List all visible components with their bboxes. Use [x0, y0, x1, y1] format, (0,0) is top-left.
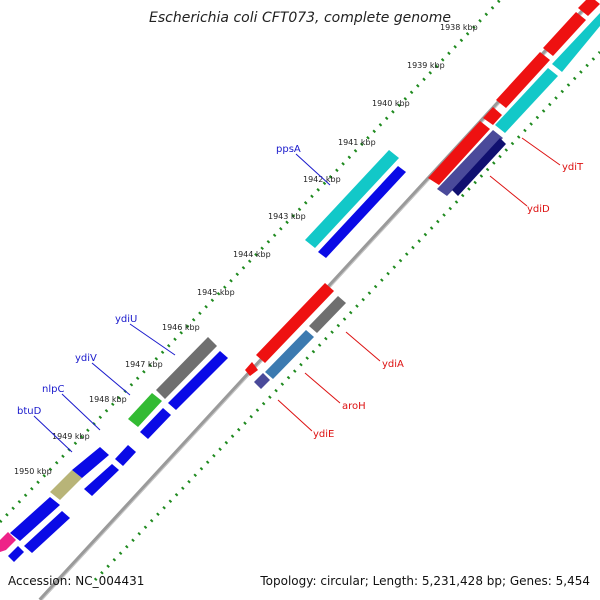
tick-label: 1942 kbp	[303, 175, 341, 184]
forward-strand-genes	[0, 0, 600, 562]
gene-block-gray	[309, 296, 346, 333]
tick-label: 1939 kbp	[407, 61, 445, 70]
tick-label: 1938 kbp	[440, 23, 478, 32]
gene-label-aroH: aroH	[342, 401, 366, 412]
gene-block-red	[245, 362, 258, 376]
leader-line	[521, 137, 561, 166]
gene-block-red	[578, 0, 600, 16]
leader-line	[129, 323, 176, 356]
gene-block-red	[428, 121, 490, 185]
leader-line	[61, 393, 101, 431]
gene-ydiA	[256, 283, 334, 363]
gene-ydiE	[254, 373, 270, 389]
gene-block-blue	[24, 511, 70, 553]
gene-block-red	[483, 107, 502, 125]
gene-block-blue	[84, 464, 119, 496]
tick-label: 1949 kbp	[52, 432, 90, 441]
leader-line	[345, 331, 381, 362]
leader-line	[33, 415, 73, 453]
gene-label-ydiD: ydiD	[527, 204, 550, 215]
map-title: Escherichia coli CFT073, complete genome	[149, 10, 451, 26]
gene-label-ydiV: ydiV	[75, 353, 97, 364]
gene-block-blue	[10, 497, 60, 541]
tick-label: 1947 kbp	[125, 360, 163, 369]
gene-aroH	[265, 330, 314, 379]
gene-block-red	[496, 52, 550, 108]
genome-summary: Topology: circular; Length: 5,231,428 bp…	[260, 574, 590, 588]
leader-line	[304, 372, 341, 404]
accession-label: Accession: NC_004431	[8, 574, 145, 588]
gene-block-slate	[437, 130, 503, 196]
gene-label-ydiE: ydiE	[313, 429, 334, 440]
tick-label: 1945 kbp	[197, 288, 235, 297]
gene-block-blue	[140, 408, 171, 439]
gene-block-cyan	[495, 68, 558, 133]
gene-block-blue	[8, 546, 24, 562]
gene-label-nlpC: nlpC	[42, 384, 64, 395]
gene-btuD	[72, 447, 109, 478]
tick-label: 1950 kbp	[14, 467, 52, 476]
gene-label-ydiA: ydiA	[382, 359, 404, 370]
tick-label: 1943 kbp	[268, 212, 306, 221]
gene-block-magenta	[0, 532, 16, 552]
tick-label: 1941 kbp	[338, 138, 376, 147]
tick-label: 1946 kbp	[162, 323, 200, 332]
leader-line	[295, 153, 331, 186]
gene-label-btuD: btuD	[17, 406, 42, 417]
gene-ppsA	[305, 150, 399, 248]
gene-block-blue	[115, 445, 136, 466]
gene-block-red	[543, 12, 586, 56]
gene-block-blue	[318, 166, 406, 258]
gene-label-ppsA: ppsA	[276, 144, 301, 155]
gene-label-ydiU: ydiU	[115, 314, 137, 325]
tick-label: 1940 kbp	[372, 99, 410, 108]
gene-block-blue	[168, 351, 228, 410]
reverse-strand-genes	[245, 283, 346, 389]
inner-dotted-track	[93, 50, 600, 582]
tick-label: 1948 kbp	[89, 395, 127, 404]
tick-labels: 1938 kbp 1939 kbp 1940 kbp 1941 kbp 1942 kbp…	[14, 23, 478, 476]
gene-ydiV	[128, 393, 162, 427]
outer-dotted-track	[0, 0, 502, 524]
leader-line	[91, 362, 131, 396]
gene-block-cyan	[552, 13, 600, 72]
gene-label-ydiT: ydiT	[562, 162, 584, 173]
tick-label: 1944 kbp	[233, 250, 271, 259]
leader-line	[489, 175, 528, 207]
gene-ydiU	[156, 337, 217, 399]
gene-block-navy	[452, 138, 506, 196]
leader-line	[277, 399, 313, 432]
gene-nlpC	[50, 470, 82, 500]
